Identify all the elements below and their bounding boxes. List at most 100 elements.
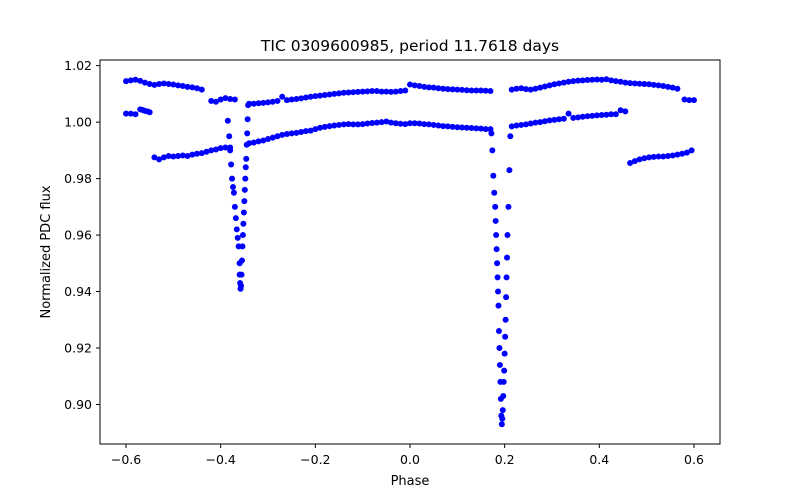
data-point bbox=[646, 81, 653, 88]
data-point bbox=[584, 77, 591, 84]
data-point bbox=[189, 84, 196, 91]
data-point bbox=[364, 120, 371, 127]
data-point bbox=[283, 97, 290, 104]
data-point bbox=[660, 82, 667, 89]
data-point bbox=[288, 96, 295, 103]
data-point bbox=[664, 83, 671, 90]
data-point bbox=[411, 82, 418, 89]
data-point bbox=[243, 155, 250, 162]
data-point bbox=[222, 95, 229, 102]
data-point bbox=[473, 87, 480, 94]
data-point bbox=[312, 93, 319, 100]
data-point bbox=[402, 87, 409, 94]
data-point bbox=[160, 154, 167, 161]
data-point bbox=[274, 97, 281, 104]
data-point bbox=[165, 153, 172, 159]
data-point bbox=[499, 407, 506, 414]
data-point bbox=[326, 91, 333, 98]
data-point bbox=[345, 89, 352, 96]
data-point bbox=[496, 345, 503, 351]
data-point bbox=[350, 121, 357, 128]
data-point bbox=[373, 119, 380, 126]
data-point bbox=[141, 79, 148, 86]
data-point bbox=[669, 152, 676, 159]
data-point bbox=[502, 316, 509, 323]
data-point bbox=[151, 81, 158, 88]
data-point bbox=[269, 134, 276, 141]
data-point bbox=[681, 96, 688, 103]
data-point bbox=[229, 175, 236, 182]
data-point bbox=[170, 153, 177, 160]
data-point bbox=[279, 131, 286, 138]
data-point bbox=[454, 124, 461, 131]
data-point bbox=[170, 81, 177, 88]
data-point bbox=[669, 84, 676, 91]
data-point bbox=[260, 99, 267, 106]
data-point bbox=[631, 80, 638, 87]
data-point bbox=[641, 81, 648, 87]
data-point bbox=[444, 123, 451, 130]
data-point bbox=[532, 85, 539, 92]
data-point bbox=[407, 81, 413, 88]
data-point bbox=[331, 122, 338, 129]
data-point bbox=[250, 139, 257, 146]
data-point bbox=[617, 78, 624, 85]
data-point bbox=[244, 130, 251, 137]
data-point bbox=[468, 125, 475, 132]
data-point bbox=[151, 154, 158, 161]
data-point bbox=[354, 121, 361, 128]
data-point bbox=[194, 150, 201, 157]
data-point bbox=[502, 333, 509, 340]
data-point bbox=[407, 120, 413, 127]
x-tick-label: −0.4 bbox=[206, 452, 236, 467]
data-point bbox=[501, 367, 508, 374]
x-axis-label: Phase bbox=[391, 474, 430, 489]
data-point bbox=[217, 145, 224, 152]
data-point bbox=[541, 83, 548, 90]
data-point bbox=[203, 148, 210, 155]
data-point bbox=[655, 153, 662, 160]
data-point bbox=[229, 184, 236, 191]
x-tick-label: −0.2 bbox=[300, 452, 330, 467]
data-point bbox=[495, 302, 502, 309]
data-point bbox=[589, 112, 596, 119]
data-point bbox=[326, 123, 333, 130]
data-point bbox=[598, 112, 605, 119]
data-point bbox=[184, 83, 191, 90]
data-point bbox=[493, 232, 500, 239]
data-point bbox=[269, 98, 276, 105]
data-point bbox=[331, 90, 338, 97]
data-point bbox=[488, 130, 495, 137]
data-point bbox=[527, 86, 534, 93]
data-point bbox=[317, 124, 324, 131]
data-point bbox=[660, 153, 667, 160]
data-point bbox=[490, 172, 497, 179]
data-point bbox=[551, 116, 558, 123]
data-point bbox=[293, 95, 300, 102]
data-point bbox=[265, 99, 272, 106]
data-point bbox=[449, 86, 456, 93]
data-point bbox=[674, 85, 681, 92]
data-point bbox=[345, 121, 352, 128]
data-point bbox=[495, 328, 502, 335]
data-point bbox=[546, 82, 553, 89]
data-point bbox=[494, 260, 501, 267]
data-point bbox=[198, 150, 205, 157]
data-point bbox=[242, 164, 249, 171]
data-point bbox=[498, 421, 505, 428]
data-point bbox=[504, 232, 511, 239]
data-point bbox=[369, 88, 376, 95]
data-point bbox=[503, 294, 510, 301]
data-point bbox=[608, 77, 615, 84]
y-tick-label: 0.94 bbox=[64, 284, 92, 299]
data-point bbox=[146, 109, 153, 116]
x-tick-label: 0.0 bbox=[400, 452, 420, 467]
data-point bbox=[537, 119, 544, 126]
data-point bbox=[622, 79, 629, 86]
data-point bbox=[683, 149, 690, 156]
data-point bbox=[518, 85, 525, 92]
data-point bbox=[127, 77, 134, 84]
data-point bbox=[244, 116, 251, 123]
data-point bbox=[541, 118, 548, 125]
